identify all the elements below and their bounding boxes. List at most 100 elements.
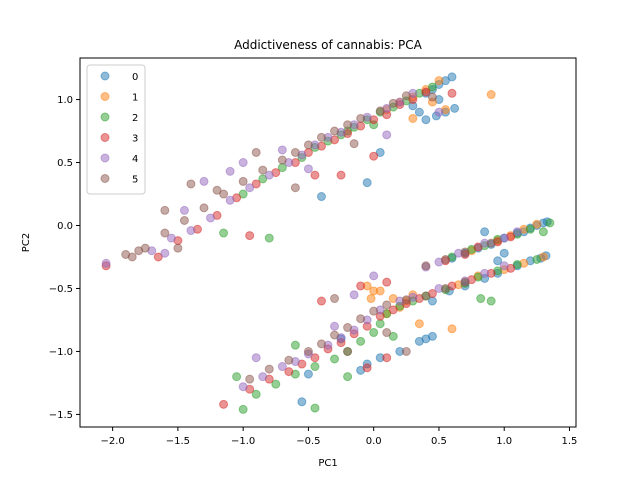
point-series-4 — [238, 158, 248, 168]
point-series-1 — [434, 76, 444, 86]
plot-frame — [79, 57, 577, 428]
point-series-4 — [330, 321, 340, 331]
point-series-3 — [382, 277, 392, 287]
point-series-2 — [310, 362, 320, 372]
point-series-5 — [199, 203, 209, 213]
point-series-4 — [258, 372, 268, 382]
point-series-2 — [238, 404, 248, 414]
point-series-5 — [369, 306, 379, 316]
point-series-2 — [532, 255, 542, 264]
point-series-5 — [238, 176, 248, 186]
point-series-0 — [480, 227, 490, 237]
legend-marker-0 — [100, 71, 110, 81]
point-series-5 — [375, 106, 385, 116]
point-series-5 — [382, 328, 392, 338]
point-series-4 — [179, 205, 189, 215]
legend-label-1: 1 — [132, 93, 138, 104]
point-series-4 — [277, 362, 287, 372]
point-series-3 — [336, 170, 346, 180]
point-series-3 — [316, 296, 326, 306]
point-series-5 — [356, 113, 366, 123]
point-series-2 — [271, 379, 281, 389]
point-series-4 — [303, 164, 313, 174]
point-series-2 — [219, 228, 229, 238]
point-series-2 — [258, 174, 268, 184]
point-series-2 — [356, 336, 366, 346]
point-series-4 — [186, 226, 196, 236]
point-series-4 — [480, 268, 490, 278]
point-series-2 — [310, 403, 320, 413]
point-series-5 — [349, 139, 359, 149]
point-series-5 — [134, 246, 144, 256]
point-series-4 — [225, 195, 235, 205]
point-series-4 — [199, 176, 209, 186]
legend-marker-5 — [100, 174, 110, 183]
point-series-5 — [401, 295, 411, 305]
point-series-1 — [408, 113, 418, 123]
point-series-5 — [179, 215, 189, 225]
point-series-5 — [219, 189, 229, 199]
legend-marker-3 — [100, 133, 110, 142]
point-series-3 — [421, 87, 431, 97]
x-tick-label: −1.5 — [166, 436, 190, 447]
point-series-1 — [414, 319, 424, 329]
point-series-5 — [212, 185, 222, 195]
point-series-2 — [525, 224, 535, 234]
y-tick-label: −1.0 — [49, 347, 73, 358]
point-series-0 — [414, 336, 424, 346]
point-series-3 — [219, 399, 229, 409]
point-series-5 — [245, 374, 255, 384]
point-series-0 — [493, 256, 503, 266]
point-series-0 — [414, 107, 424, 117]
point-series-5 — [127, 252, 137, 262]
point-series-2 — [427, 82, 437, 92]
point-series-2 — [388, 331, 398, 341]
point-series-4 — [349, 290, 359, 300]
point-series-5 — [264, 364, 274, 374]
point-series-5 — [160, 205, 170, 215]
point-series-3 — [382, 353, 392, 363]
points-layer — [101, 72, 555, 414]
point-series-1 — [366, 294, 376, 304]
point-series-3 — [310, 353, 320, 363]
point-series-0 — [303, 369, 313, 379]
point-series-4 — [160, 248, 170, 258]
point-series-4 — [512, 227, 522, 237]
point-series-3 — [473, 242, 483, 252]
point-series-5 — [401, 346, 411, 356]
point-series-2 — [486, 296, 496, 306]
point-series-2 — [330, 354, 340, 364]
y-tick-label: −0.5 — [49, 284, 73, 295]
point-series-3 — [447, 88, 457, 98]
point-series-0 — [316, 192, 326, 202]
legend-marker-1 — [100, 92, 110, 101]
point-series-5 — [440, 255, 450, 264]
point-series-0 — [499, 248, 509, 258]
point-series-5 — [316, 132, 326, 142]
point-series-5 — [251, 147, 261, 157]
point-series-3 — [310, 170, 320, 180]
point-series-2 — [369, 328, 379, 338]
y-tick-label: −1.5 — [49, 410, 73, 421]
chart-title: Addictiveness of cannabis: PCA — [234, 38, 423, 52]
y-tick-label: 0.5 — [57, 158, 73, 169]
point-series-5 — [330, 126, 340, 136]
point-series-3 — [362, 363, 372, 373]
legend-label-0: 0 — [132, 72, 138, 83]
point-series-5 — [258, 165, 268, 175]
point-series-2 — [232, 372, 242, 382]
point-series-4 — [245, 183, 255, 193]
y-tick-label: 0.0 — [57, 221, 73, 232]
point-series-5 — [388, 98, 398, 108]
point-series-5 — [290, 147, 300, 157]
point-series-5 — [316, 339, 326, 349]
point-series-2 — [343, 372, 353, 382]
point-series-0 — [375, 147, 385, 157]
point-series-5 — [356, 314, 366, 324]
point-series-2 — [538, 227, 548, 237]
point-series-5 — [382, 300, 392, 310]
point-series-3 — [356, 281, 366, 291]
point-series-4 — [264, 170, 274, 180]
point-series-3 — [251, 179, 261, 189]
point-series-2 — [238, 189, 248, 199]
